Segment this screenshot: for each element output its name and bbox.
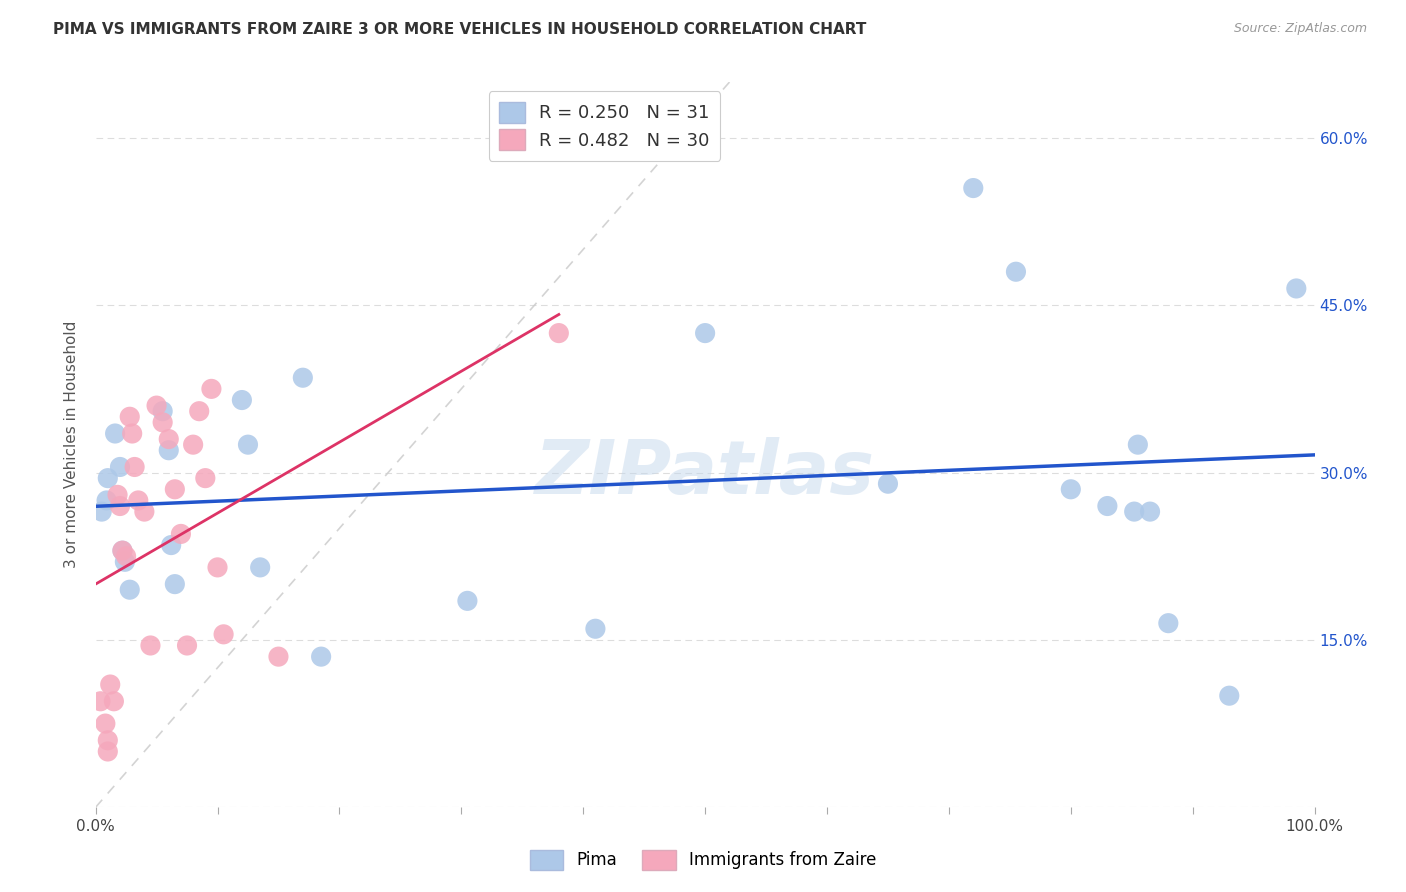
Point — [236, 438, 259, 452]
Point — [1139, 505, 1161, 519]
Point — [108, 499, 131, 513]
Point — [962, 181, 984, 195]
Point — [1123, 505, 1146, 519]
Point — [114, 555, 136, 569]
Point — [97, 744, 120, 758]
Point — [111, 543, 134, 558]
Point — [152, 415, 174, 429]
Point — [107, 488, 129, 502]
Point — [583, 622, 606, 636]
Point — [194, 471, 217, 485]
Point — [695, 326, 717, 340]
Point — [176, 639, 198, 653]
Point — [249, 560, 271, 574]
Point — [104, 426, 127, 441]
Point — [309, 649, 332, 664]
Point — [170, 527, 193, 541]
Point — [1218, 689, 1240, 703]
Point — [456, 594, 478, 608]
Point — [267, 649, 290, 664]
Point — [90, 505, 112, 519]
Point — [157, 432, 180, 446]
Point — [139, 639, 162, 653]
Point — [111, 543, 134, 558]
Point — [1005, 265, 1028, 279]
Point — [108, 460, 131, 475]
Point — [160, 538, 183, 552]
Point — [96, 493, 118, 508]
Text: ZIPatlas: ZIPatlas — [536, 437, 875, 510]
Point — [1060, 483, 1083, 497]
Point — [89, 694, 111, 708]
Y-axis label: 3 or more Vehicles in Household: 3 or more Vehicles in Household — [63, 321, 79, 568]
Point — [115, 549, 138, 564]
Point — [98, 677, 121, 691]
Point — [103, 694, 125, 708]
Point — [152, 404, 174, 418]
Point — [145, 399, 167, 413]
Point — [118, 582, 141, 597]
Legend: R = 0.250   N = 31, R = 0.482   N = 30: R = 0.250 N = 31, R = 0.482 N = 30 — [489, 91, 720, 161]
Point — [291, 370, 314, 384]
Point — [188, 404, 211, 418]
Point — [121, 426, 143, 441]
Point — [231, 392, 253, 407]
Point — [181, 438, 204, 452]
Text: PIMA VS IMMIGRANTS FROM ZAIRE 3 OR MORE VEHICLES IN HOUSEHOLD CORRELATION CHART: PIMA VS IMMIGRANTS FROM ZAIRE 3 OR MORE … — [53, 22, 868, 37]
Point — [877, 476, 900, 491]
Point — [1126, 438, 1149, 452]
Point — [1285, 281, 1308, 295]
Point — [127, 493, 149, 508]
Point — [1157, 616, 1180, 631]
Point — [200, 382, 222, 396]
Point — [547, 326, 569, 340]
Point — [163, 577, 186, 591]
Point — [94, 716, 117, 731]
Point — [212, 627, 235, 641]
Text: Source: ZipAtlas.com: Source: ZipAtlas.com — [1233, 22, 1367, 36]
Point — [207, 560, 229, 574]
Point — [97, 471, 120, 485]
Point — [118, 409, 141, 424]
Point — [124, 460, 146, 475]
Point — [134, 505, 156, 519]
Point — [163, 483, 186, 497]
Legend: Pima, Immigrants from Zaire: Pima, Immigrants from Zaire — [523, 843, 883, 877]
Point — [97, 733, 120, 747]
Point — [1097, 499, 1119, 513]
Point — [157, 443, 180, 458]
